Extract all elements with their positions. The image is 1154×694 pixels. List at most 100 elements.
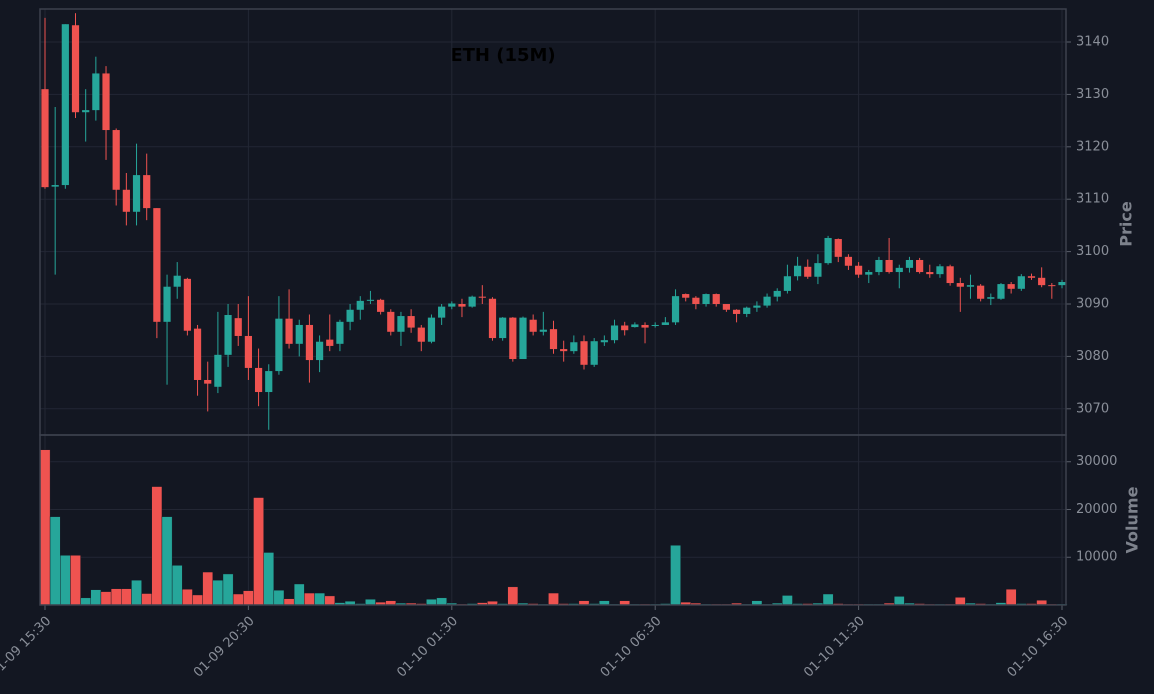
- candle-body: [936, 266, 944, 275]
- candle-body: [560, 349, 568, 352]
- candle-body: [621, 325, 629, 331]
- candle-body: [590, 341, 598, 365]
- volume-bar: [283, 598, 295, 606]
- volume-bar: [100, 591, 112, 606]
- volume-bar: [304, 592, 315, 606]
- candle-body: [610, 325, 619, 341]
- candle-body: [458, 304, 466, 307]
- volume-bar: [365, 599, 376, 606]
- volume-bar: [1005, 589, 1017, 606]
- candle-body: [204, 379, 212, 384]
- volume-bar: [670, 545, 681, 606]
- candle-body: [682, 294, 690, 298]
- candle-body: [905, 259, 914, 268]
- candle-body: [285, 318, 293, 344]
- x-tick-label: 01-10 16:30: [1005, 614, 1072, 681]
- candle-body: [692, 297, 700, 305]
- candle-body: [712, 294, 720, 305]
- candle-body: [387, 311, 395, 332]
- candle-body: [214, 354, 222, 387]
- y-tick-label: 3080: [1076, 349, 1109, 364]
- candle-body: [336, 321, 344, 344]
- y-tick-label: 3100: [1076, 244, 1109, 259]
- candle-body: [783, 276, 792, 291]
- candle-body: [997, 284, 1005, 299]
- volume-bar: [955, 597, 966, 606]
- volume-bar: [192, 594, 203, 606]
- volume-bar: [182, 589, 193, 606]
- volume-bar: [202, 571, 214, 606]
- grid: [40, 9, 1066, 605]
- candle-body: [112, 130, 120, 190]
- x-tick-label: 01-09 15:30: [0, 614, 54, 681]
- candle-body: [732, 309, 741, 314]
- candle-body: [499, 317, 507, 339]
- candle-body: [855, 265, 863, 275]
- candle-body: [580, 341, 588, 365]
- volume-bar: [141, 593, 152, 606]
- candle-body: [254, 367, 263, 393]
- candle-body: [600, 340, 608, 343]
- volume-bar: [232, 593, 244, 606]
- volume-bar: [782, 595, 793, 606]
- candle-body: [966, 285, 975, 287]
- candle-body: [61, 24, 69, 186]
- candle-body: [875, 259, 883, 273]
- candle-body: [71, 25, 80, 113]
- candle-body: [1007, 284, 1015, 289]
- x-tick-label: 01-10 01:30: [394, 614, 461, 681]
- candle-body: [895, 267, 903, 273]
- candle-body: [549, 329, 558, 350]
- candle-body: [773, 290, 781, 297]
- candle-body: [661, 322, 669, 325]
- candle-body: [92, 73, 100, 111]
- candle-body: [448, 303, 456, 307]
- x-tick-label: 01-10 11:30: [801, 614, 868, 681]
- volume-bar: [90, 589, 102, 606]
- candle-body: [753, 305, 761, 308]
- candle-body: [793, 265, 802, 277]
- candle-body: [275, 318, 283, 372]
- y-tick-label: 3140: [1076, 35, 1109, 50]
- candle-body: [438, 306, 446, 318]
- candle-body: [478, 296, 486, 298]
- volume-bar: [822, 593, 834, 606]
- volume-bar: [314, 592, 325, 606]
- volume-bar: [212, 579, 224, 606]
- candle-body: [539, 329, 547, 332]
- candle-body: [488, 298, 497, 339]
- volume-bar: [426, 599, 437, 606]
- candle-body: [295, 324, 303, 344]
- candle-body: [651, 324, 659, 327]
- y-tick-label: 3070: [1076, 401, 1109, 416]
- candle-body: [1048, 285, 1056, 287]
- candle-body: [82, 110, 90, 113]
- candle-body: [305, 324, 314, 361]
- candle-body: [407, 316, 415, 328]
- candle-body: [183, 278, 191, 331]
- volume-bar: [222, 573, 234, 606]
- candle-body: [132, 175, 141, 212]
- y-tick-label: 3090: [1076, 297, 1109, 312]
- candle-body: [977, 285, 985, 299]
- candle-body: [427, 317, 436, 342]
- candle-body: [143, 175, 151, 209]
- candle-body: [51, 185, 59, 187]
- candle-body: [153, 208, 161, 322]
- candle-body: [834, 239, 842, 257]
- price-panel-frame: [39, 8, 1067, 436]
- candle-body: [804, 266, 812, 277]
- volume-bar: [121, 588, 132, 606]
- candle-body: [326, 339, 334, 346]
- candle-body: [529, 319, 537, 332]
- volume-bar: [263, 552, 275, 606]
- y-tick-label: 3110: [1076, 192, 1109, 207]
- candle-body: [946, 266, 954, 284]
- candle-body: [885, 259, 893, 273]
- volume-bar: [273, 589, 285, 606]
- x-tick-label: 01-10 06:30: [598, 614, 665, 681]
- candle-body: [377, 299, 385, 312]
- y-tick-label: 3130: [1076, 87, 1109, 102]
